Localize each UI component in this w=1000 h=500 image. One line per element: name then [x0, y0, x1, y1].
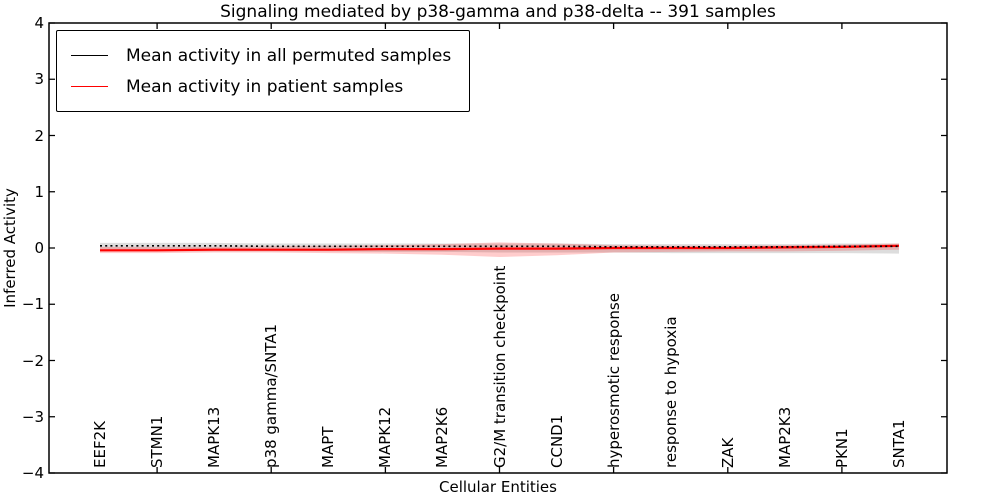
x-category-label: G2/M transition checkpoint	[490, 265, 509, 468]
x-category-label: MAPK13	[205, 406, 224, 468]
legend-label: Mean activity in patient samples	[126, 76, 404, 97]
permuted-mean-line	[100, 244, 899, 248]
y-tick-label: −2	[21, 351, 44, 370]
x-category-label: MAPT	[319, 426, 338, 468]
x-category-label: hyperosmotic response	[604, 293, 623, 468]
permuted-line-swatch	[71, 55, 108, 56]
axis-tick-marks	[49, 22, 947, 474]
y-tick-label: 2	[34, 126, 44, 145]
y-tick-label: −1	[21, 295, 44, 314]
x-category-label: STMN1	[148, 415, 167, 468]
x-category-label: EEF2K	[91, 421, 109, 468]
x-category-label: p38 gamma/SNTA1	[262, 323, 281, 468]
x-category-label: MAP2K3	[775, 406, 794, 468]
x-category-label: CCND1	[547, 414, 566, 468]
chart-title: Signaling mediated by p38-gamma and p38-…	[220, 2, 776, 22]
legend-entry-permuted: Mean activity in all permuted samples	[71, 40, 451, 71]
y-tick-label: 0	[34, 239, 44, 257]
y-tick-label: −4	[21, 464, 44, 482]
legend-entry-patient: Mean activity in patient samples	[71, 71, 451, 102]
legend-label: Mean activity in all permuted samples	[126, 45, 452, 66]
y-tick-label: 3	[34, 70, 44, 89]
x-axis-label: Cellular Entities	[439, 478, 557, 496]
x-category-label: MAP2K6	[433, 406, 452, 468]
patient-line-swatch	[71, 86, 108, 87]
x-category-label: response to hypoxia	[661, 316, 680, 468]
x-category-label: SNTA1	[890, 419, 908, 468]
y-tick-label: 1	[34, 182, 44, 201]
x-category-label: MAPK12	[376, 406, 395, 468]
x-category-label: PKN1	[832, 428, 851, 468]
y-tick-label: −3	[21, 407, 44, 426]
x-category-label: ZAK	[718, 437, 737, 468]
legend: Mean activity in all permuted samples Me…	[56, 30, 471, 112]
y-tick-label: 4	[34, 14, 44, 32]
